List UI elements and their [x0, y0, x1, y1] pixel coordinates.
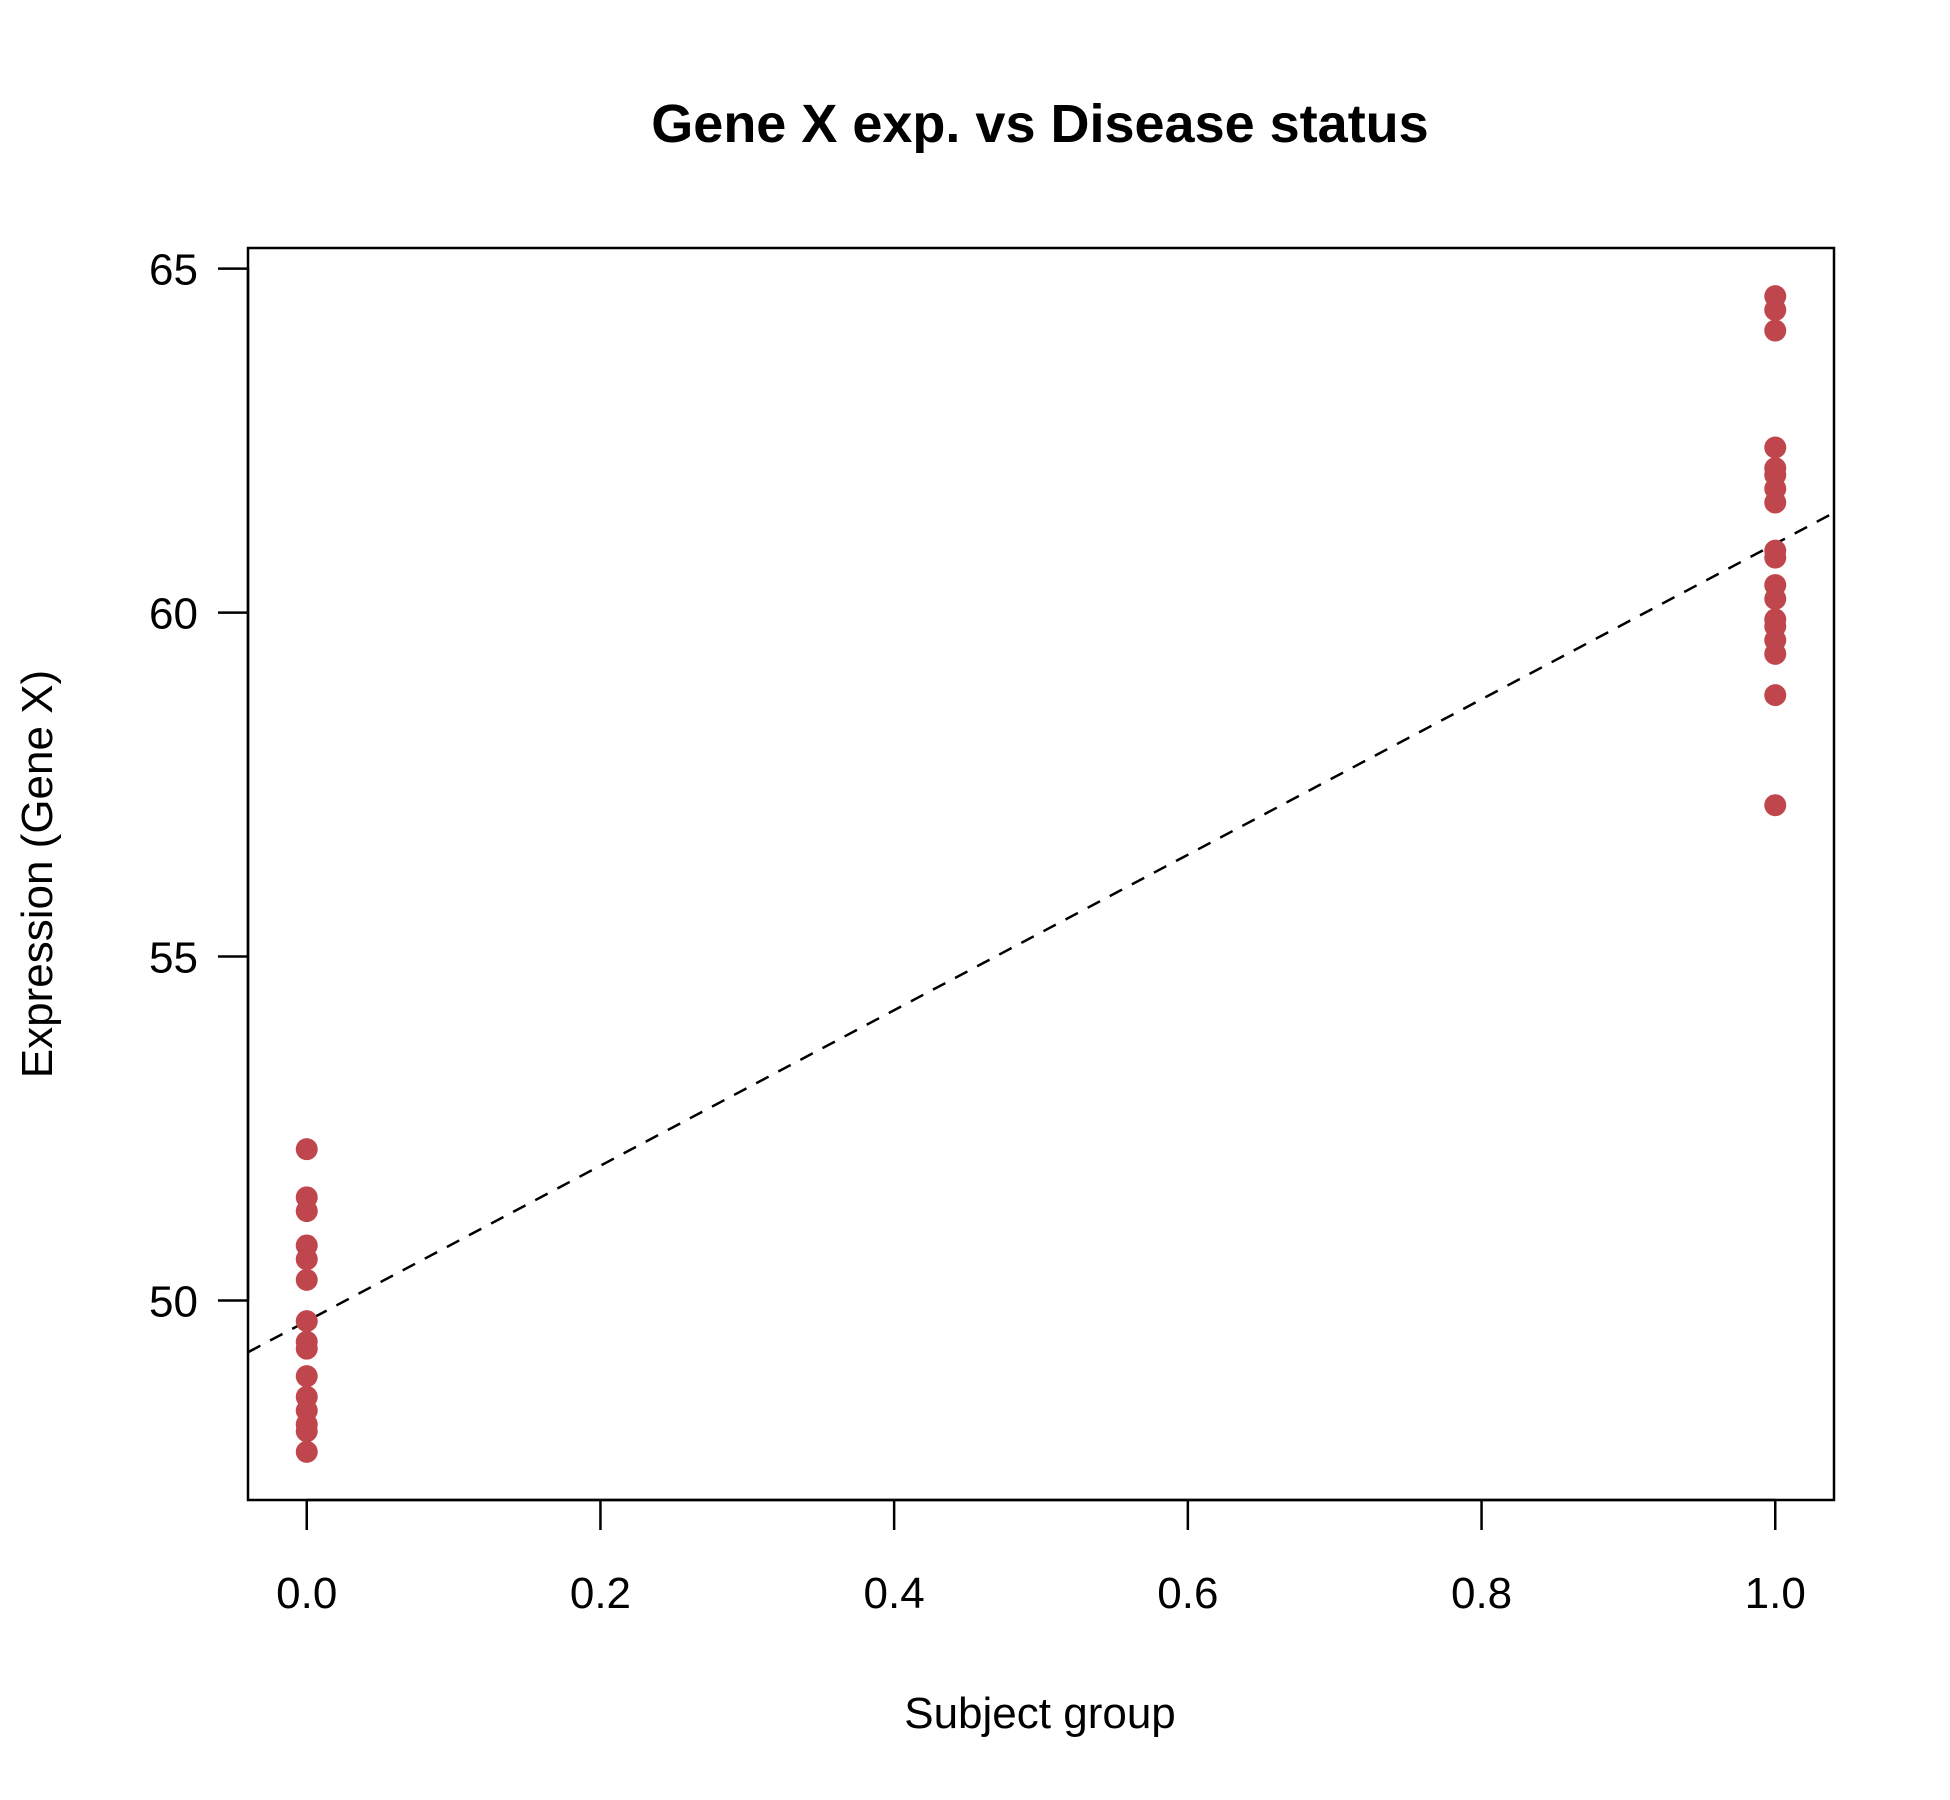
data-point	[295, 1440, 318, 1463]
data-point	[1764, 491, 1787, 514]
x-tick-label: 0.6	[1157, 1569, 1218, 1618]
data-point	[295, 1337, 318, 1360]
fit-line-layer	[247, 511, 1835, 1354]
data-point	[295, 1268, 318, 1291]
x-tick-label: 0.8	[1451, 1569, 1512, 1618]
fit-line	[247, 511, 1835, 1354]
plot-frame	[246, 246, 1836, 1502]
data-point	[1764, 298, 1787, 321]
data-point	[295, 1310, 318, 1333]
data-point	[295, 1248, 318, 1271]
x-tick-label: 0.2	[570, 1569, 631, 1618]
data-point	[1764, 436, 1787, 459]
y-axis: 50 55 60 65	[149, 246, 250, 1327]
data-point	[295, 1138, 318, 1161]
y-tick-label: 65	[149, 246, 198, 295]
data-point	[295, 1420, 318, 1443]
x-tick-label: 0.4	[864, 1569, 925, 1618]
chart-title: Gene X exp. vs Disease status	[651, 94, 1428, 154]
y-tick-label: 55	[149, 934, 198, 983]
data-point	[1764, 684, 1787, 707]
data-point	[1764, 587, 1787, 610]
x-axis: 0.0 0.2 0.4 0.6 0.8 1.0	[276, 1498, 1806, 1618]
y-tick-label: 60	[149, 590, 198, 639]
data-point	[295, 1365, 318, 1388]
x-axis-label: Subject group	[904, 1689, 1176, 1738]
data-point	[295, 1200, 318, 1223]
data-point	[1764, 546, 1787, 569]
data-point	[1764, 319, 1787, 342]
y-axis-label: Expression (Gene X)	[13, 670, 62, 1078]
data-point	[1764, 642, 1787, 665]
x-tick-label: 1.0	[1745, 1569, 1806, 1618]
x-tick-label: 0.0	[276, 1569, 337, 1618]
y-tick-label: 50	[149, 1278, 198, 1327]
data-point	[1764, 794, 1787, 817]
data-points	[295, 285, 1787, 1463]
